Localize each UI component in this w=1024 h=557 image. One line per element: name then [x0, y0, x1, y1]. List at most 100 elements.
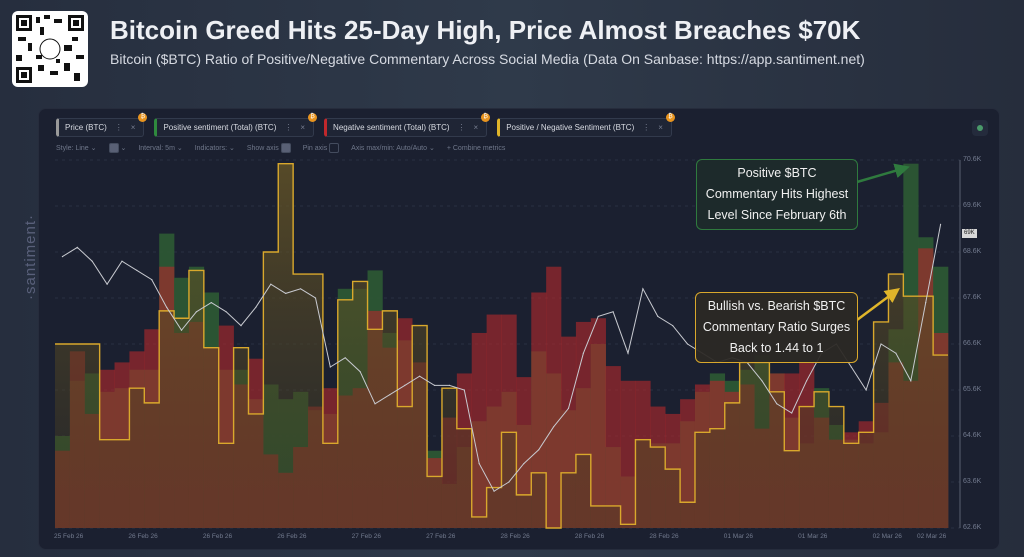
ratio-area [55, 162, 948, 529]
price-tick-label: 66.6K [963, 340, 982, 347]
close-icon[interactable]: × [130, 123, 136, 132]
x-tick-label: 26 Feb 26 [202, 533, 233, 540]
x-tick-label: 28 Feb 26 [500, 533, 530, 540]
x-tick-label: 02 Mar 26 [872, 533, 902, 540]
interval-dropdown[interactable]: Interval: 5m ⌄ [138, 145, 183, 152]
price-point [299, 288, 302, 290]
price-tick-label: 64.6K [963, 432, 982, 439]
style-dropdown[interactable]: Style: Line ⌄ [56, 145, 97, 152]
price-point [329, 366, 331, 368]
close-icon[interactable]: × [473, 123, 479, 132]
color-dropdown[interactable]: ⌄ [108, 143, 127, 153]
color-swatch [108, 143, 119, 153]
negative-sentiment-bar [486, 314, 502, 528]
positive-arrow-icon [856, 163, 910, 184]
price-point [76, 246, 78, 248]
annotation-line: Commentary Ratio Surges [702, 320, 851, 334]
price-point [597, 315, 599, 317]
chevron-down-icon: ⌄ [120, 144, 127, 152]
price-point [121, 260, 123, 262]
x-tick-label: 28 Feb 26 [649, 533, 679, 540]
price-point [627, 352, 629, 354]
metric-label: Negative sentiment (Total) (BTC) [333, 123, 450, 132]
price-point [448, 384, 451, 386]
annotation-line: Back to 1.44 to 1 [729, 341, 824, 355]
price-point [791, 412, 793, 414]
price-point [880, 343, 882, 345]
ratio-step-line [55, 162, 948, 529]
menu-icon[interactable]: ⋮ [114, 123, 123, 132]
price-point [478, 463, 480, 465]
x-tick-label: 25 Feb 26 [54, 533, 84, 540]
metric-chip-negative[interactable]: Negative sentiment (Total) (BTC) ⋮ × ₿ [324, 113, 491, 137]
combine-metrics-button[interactable]: + Combine metrics [446, 144, 506, 152]
price-point [761, 380, 763, 382]
page-subtitle: Bitcoin ($BTC) Ratio of Positive/Negativ… [110, 51, 865, 67]
price-point [270, 283, 272, 285]
price-tick-label: 62.6K [963, 524, 982, 531]
price-point [686, 343, 689, 345]
ratio-arrow-icon [856, 288, 901, 322]
price-tick-label: 65.6K [963, 386, 982, 393]
negative-sentiment-bar [605, 366, 621, 528]
price-point [136, 269, 138, 271]
price-point [314, 297, 317, 299]
price-series-line [62, 224, 942, 492]
axis-minmax-dropdown[interactable]: Axis max/min: Auto/Auto ⌄ [351, 145, 435, 152]
price-point [433, 384, 436, 386]
price-point [389, 394, 391, 396]
price-point [806, 380, 808, 382]
price-point [939, 223, 942, 225]
close-icon[interactable]: × [658, 123, 663, 132]
price-tick-label: 67.6K [963, 294, 982, 301]
annotation-line: Bullish vs. Bearish $BTC [707, 299, 846, 313]
price-point [910, 380, 912, 382]
checkbox[interactable] [329, 143, 340, 153]
show-axis-toggle[interactable]: Show axis [247, 143, 291, 153]
pin-axis-toggle[interactable]: Pin axis [302, 143, 340, 153]
indicators-dropdown[interactable]: Indicators: ⌄ [194, 145, 235, 152]
checkbox-checked[interactable] [280, 143, 291, 153]
metric-chip-ratio[interactable]: Positive / Negative Sentiment (BTC) ⋮ × … [497, 113, 675, 137]
bitcoin-badge-icon: ₿ [481, 113, 491, 122]
price-point [359, 371, 361, 373]
menu-icon[interactable]: ⋮ [457, 123, 466, 132]
metric-label: Positive sentiment (Total) (BTC) [163, 123, 277, 132]
price-point [642, 288, 644, 290]
negative-sentiment-bar [546, 266, 562, 528]
price-point [567, 407, 570, 409]
price-point [657, 315, 659, 317]
bitcoin-badge-icon: ₿ [665, 113, 675, 122]
chart-settings-button[interactable] [972, 120, 988, 136]
price-point [91, 260, 93, 262]
metric-chip-positive[interactable]: Positive sentiment (Total) (BTC) ⋮ × ₿ [154, 113, 318, 137]
negative-sentiment-bar [590, 318, 606, 528]
metric-chip-price[interactable]: Price (BTC) ⋮ × ₿ [56, 113, 148, 137]
price-point [850, 366, 852, 368]
price-point [612, 311, 614, 313]
price-point [463, 389, 465, 391]
metric-label: Price (BTC) [65, 123, 107, 132]
price-point [210, 302, 212, 304]
price-point [925, 302, 927, 304]
x-tick-label: 27 Feb 26 [351, 533, 381, 540]
close-icon[interactable]: × [300, 123, 306, 132]
current-price-tag: 69K [962, 229, 977, 238]
chart-toolbar: Style: Line ⌄ ⌄ Interval: 5m ⌄ Indicator… [56, 143, 505, 153]
x-tick-label: 27 Feb 26 [426, 533, 456, 540]
price-point [523, 463, 525, 465]
price-point [776, 403, 778, 405]
price-point [151, 279, 153, 281]
price-tick-label: 70.6K [963, 156, 982, 163]
pin-axis-label: Pin axis [302, 144, 328, 152]
price-tick-label: 69.6K [963, 202, 982, 209]
menu-icon[interactable]: ⋮ [642, 123, 651, 132]
annotation-line: Commentary Hits Highest [705, 187, 849, 201]
price-point [166, 306, 168, 308]
ratio-area-fill [55, 163, 948, 528]
price-point [106, 283, 108, 285]
price-tick-label: 63.6K [963, 478, 982, 485]
bitcoin-badge-icon: ₿ [138, 113, 148, 122]
menu-icon[interactable]: ⋮ [284, 123, 293, 132]
metric-legend: Price (BTC) ⋮ × ₿ Positive sentiment (To… [56, 113, 675, 137]
